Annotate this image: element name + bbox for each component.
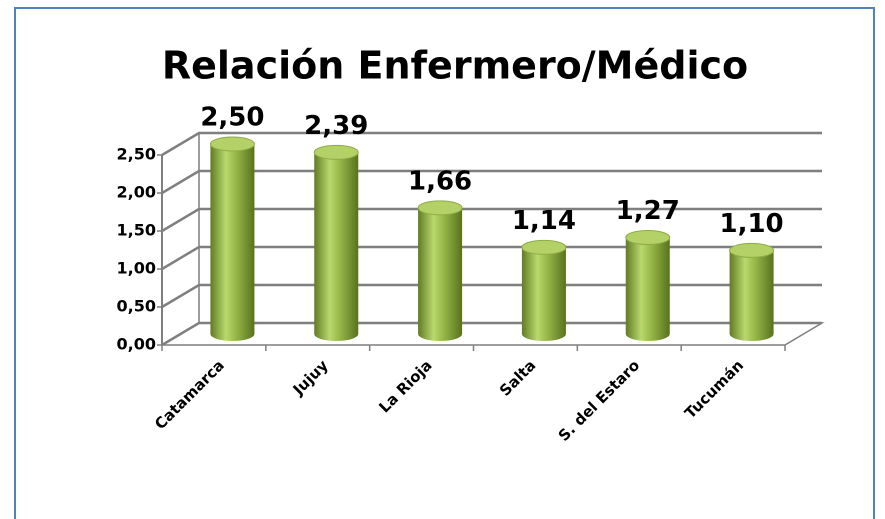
bar-top (417, 200, 463, 216)
bar-body (521, 247, 566, 341)
bar (521, 239, 567, 341)
bar (209, 136, 255, 341)
data-label: 1,14 (512, 206, 576, 236)
bar-top (313, 144, 359, 160)
grid-line (161, 283, 822, 309)
bar (625, 229, 671, 341)
data-label: 1,27 (616, 196, 680, 226)
data-label: 2,39 (304, 111, 368, 141)
data-label: 1,66 (408, 166, 472, 196)
y-tick-label: 1,00 (117, 259, 156, 278)
bar (729, 242, 775, 341)
chart-title: Relación Enfermero/Médico (162, 44, 748, 88)
grid-line (161, 245, 822, 271)
bar-top (625, 229, 671, 245)
bar-body (625, 237, 670, 341)
bar-top (209, 136, 255, 152)
y-tick-label: 2,00 (117, 183, 156, 202)
y-tick-label: 1,50 (117, 221, 156, 240)
grid-line (161, 169, 822, 195)
bar-top (729, 242, 775, 258)
data-label: 2,50 (200, 103, 264, 133)
grid-line (161, 321, 822, 347)
bar-body (729, 250, 774, 341)
grid-line (161, 207, 822, 233)
bar-top (521, 239, 567, 255)
y-tick-label: 2,50 (117, 145, 156, 164)
data-label: 1,10 (720, 209, 784, 239)
grid-line (161, 131, 822, 157)
bar (417, 200, 463, 341)
bar-body (418, 207, 463, 341)
bar-body (210, 144, 255, 341)
bar-body (314, 152, 359, 341)
y-tick-label: 0,00 (117, 335, 156, 354)
y-tick-label: 0,50 (117, 297, 156, 316)
bar (313, 144, 359, 341)
